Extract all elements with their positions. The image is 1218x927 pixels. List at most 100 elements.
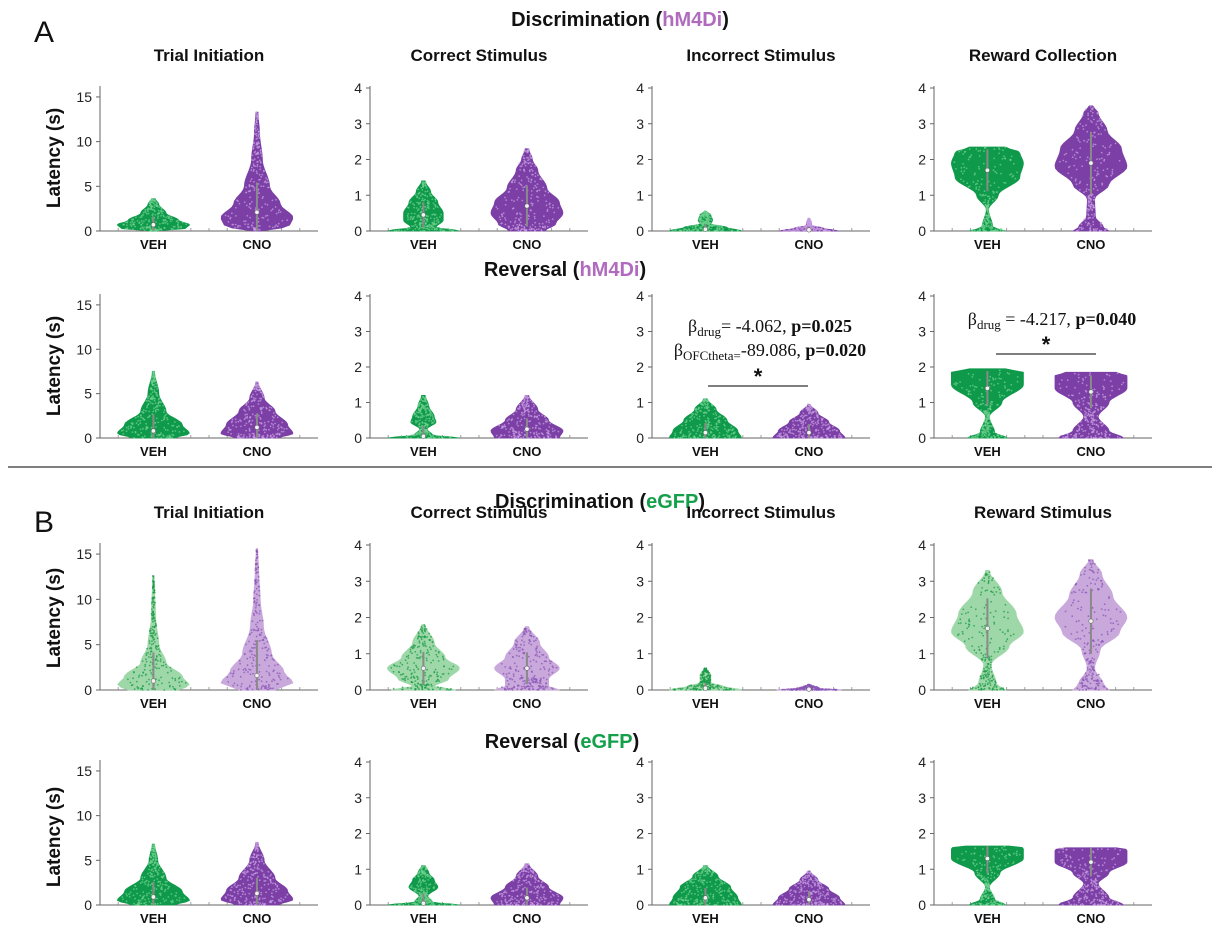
data-point <box>838 437 840 439</box>
data-point <box>810 413 813 415</box>
data-point <box>531 170 534 172</box>
data-point <box>413 204 416 206</box>
data-point <box>129 427 132 429</box>
data-point <box>716 686 719 688</box>
data-point <box>265 680 268 683</box>
data-point <box>258 173 261 176</box>
data-point <box>517 417 519 419</box>
data-point <box>163 411 165 414</box>
data-point <box>692 429 695 432</box>
data-point <box>276 663 279 666</box>
data-point <box>535 410 538 413</box>
data-point <box>272 426 275 429</box>
data-point <box>157 398 160 401</box>
data-point <box>257 566 260 569</box>
data-point <box>1004 437 1006 439</box>
data-point <box>250 166 253 169</box>
data-point <box>776 435 779 437</box>
data-point <box>981 425 984 427</box>
data-point <box>423 635 426 637</box>
y-tick-label: 0 <box>354 682 362 698</box>
data-point <box>717 684 719 686</box>
data-point <box>708 423 710 426</box>
data-point <box>523 401 525 404</box>
data-point <box>252 393 254 396</box>
data-point <box>538 414 540 417</box>
data-point <box>417 632 420 635</box>
data-point <box>516 421 519 423</box>
data-point <box>809 418 812 421</box>
category-label-veh: VEH <box>410 237 437 252</box>
data-point <box>519 168 522 171</box>
data-point <box>997 147 1000 149</box>
data-point <box>507 688 510 691</box>
data-point <box>805 414 808 417</box>
data-point <box>248 429 251 431</box>
data-point <box>697 685 699 687</box>
data-point <box>262 195 264 198</box>
data-point <box>697 428 699 430</box>
category-label-cno: CNO <box>1077 444 1106 459</box>
data-point <box>529 399 532 402</box>
median-marker <box>420 665 426 671</box>
data-point <box>978 155 981 157</box>
data-point <box>257 627 260 630</box>
data-point <box>988 411 991 414</box>
data-point <box>226 676 229 678</box>
data-point <box>986 410 989 412</box>
data-point <box>163 409 166 412</box>
data-point <box>542 186 545 189</box>
data-point <box>152 402 154 405</box>
data-point <box>822 229 825 232</box>
data-point <box>243 201 246 204</box>
data-point <box>150 393 152 395</box>
data-point <box>792 437 795 439</box>
data-point <box>545 220 548 223</box>
data-point <box>812 420 815 422</box>
data-point <box>271 658 274 660</box>
data-point <box>414 413 417 416</box>
median-marker <box>254 424 260 430</box>
data-point <box>520 165 523 168</box>
data-point <box>411 225 413 228</box>
data-point <box>258 639 261 642</box>
data-point <box>1109 380 1112 383</box>
data-point <box>415 415 417 418</box>
data-point <box>831 425 834 428</box>
data-point <box>149 661 152 663</box>
data-point <box>1089 207 1092 210</box>
data-point <box>519 165 522 168</box>
data-point <box>698 434 701 436</box>
data-point <box>825 434 827 437</box>
data-point <box>839 434 842 437</box>
data-point <box>975 386 978 389</box>
data-point <box>1095 431 1098 434</box>
data-point <box>510 687 513 690</box>
data-point <box>974 183 977 186</box>
data-point <box>523 417 526 420</box>
data-point <box>148 664 151 667</box>
data-point <box>156 394 159 397</box>
data-point <box>430 683 433 686</box>
data-point <box>982 432 984 434</box>
data-point <box>789 429 792 431</box>
data-point <box>1083 396 1086 399</box>
data-point <box>150 229 152 232</box>
data-point <box>268 428 270 431</box>
data-point <box>428 431 430 434</box>
data-point <box>513 181 516 184</box>
data-point <box>722 434 725 437</box>
data-point <box>250 400 253 403</box>
data-point <box>527 437 530 439</box>
data-point <box>145 658 147 661</box>
data-point <box>137 687 139 690</box>
data-point <box>804 426 807 429</box>
data-point <box>425 414 428 417</box>
data-point <box>158 206 161 208</box>
data-point <box>503 424 506 426</box>
data-point <box>1100 151 1103 154</box>
data-point <box>720 686 722 689</box>
data-point <box>833 435 836 437</box>
data-point <box>156 434 158 436</box>
data-point <box>1066 435 1069 438</box>
